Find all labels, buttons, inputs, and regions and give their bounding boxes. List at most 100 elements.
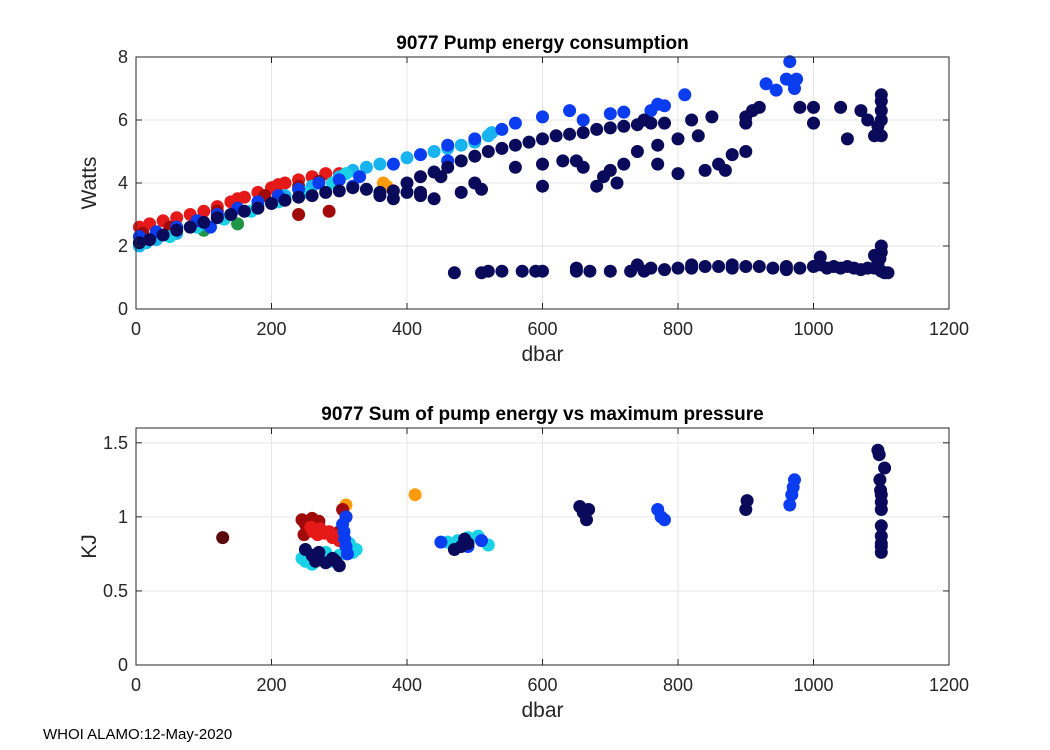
data-point-navy (461, 537, 475, 550)
x-tick-label: 400 (392, 319, 422, 339)
data-point-navy (312, 545, 326, 559)
y-tick-label: 1 (118, 507, 128, 527)
data-point-navy (481, 264, 495, 278)
data-point-blue (563, 104, 577, 118)
data-point-navy (739, 260, 753, 273)
data-point-navy (630, 145, 644, 158)
data-point-navy (536, 179, 549, 193)
data-point-navy (834, 100, 848, 114)
data-point-navy (197, 215, 211, 229)
data-point-navy (725, 261, 739, 275)
y-tick-label: 4 (118, 173, 128, 193)
data-point-navy (373, 189, 387, 203)
data-point-navy (170, 223, 184, 237)
data-point-red (170, 211, 184, 225)
data-point-navy (210, 211, 224, 225)
data-point-navy (874, 519, 888, 533)
data-point-navy (807, 100, 820, 114)
data-point-navy (651, 138, 665, 152)
x-tick-label: 800 (663, 675, 693, 695)
x-tick-label: 1000 (793, 319, 833, 339)
data-point-navy (874, 104, 888, 118)
x-tick-label: 600 (527, 319, 557, 339)
x-tick-label: 600 (527, 675, 557, 695)
data-point-navy (644, 116, 658, 130)
data-point-navy (874, 113, 888, 127)
data-point-blue (340, 547, 354, 561)
data-point-blue (783, 55, 797, 69)
data-point-navy (265, 197, 278, 210)
data-point-navy (630, 258, 644, 272)
data-point-blue (617, 105, 631, 119)
y-tick-label: 0.5 (103, 581, 128, 601)
data-point-navy (292, 190, 306, 204)
data-point-cyan (485, 126, 499, 140)
data-point-navy (698, 163, 712, 177)
data-point-navy (874, 129, 888, 143)
data-point-navy (590, 122, 604, 136)
data-point-navy (671, 167, 685, 181)
data-point-navy (414, 170, 427, 184)
x-axis-label: dbar (521, 343, 563, 366)
data-point-navy (807, 116, 820, 130)
data-point-navy (536, 264, 549, 278)
data-point-navy (536, 132, 549, 146)
y-tick-label: 0 (118, 299, 128, 319)
x-tick-label: 400 (392, 675, 422, 695)
data-point-navy (386, 192, 400, 206)
data-point-cyan (454, 138, 468, 152)
data-point-orange (408, 488, 422, 502)
data-point-navy (434, 170, 448, 184)
y-axis-label: Watts (78, 157, 101, 210)
x-tick-label: 0 (131, 319, 141, 339)
y-tick-label: 6 (118, 110, 128, 130)
x-tick-label: 1200 (929, 675, 969, 695)
data-point-navy (536, 157, 549, 171)
data-point-navy (685, 258, 699, 272)
data-point-navy (580, 513, 593, 527)
data-point-navy (725, 148, 739, 162)
data-point-navy (854, 104, 868, 118)
data-point-navy (582, 503, 596, 516)
data-point-navy (508, 160, 522, 174)
data-point-darkred (292, 208, 306, 221)
data-point-navy (278, 193, 292, 207)
data-point-navy (739, 116, 753, 130)
data-point-navy (454, 185, 468, 199)
data-point-navy (873, 473, 887, 487)
data-point-navy (658, 116, 671, 130)
y-tick-label: 8 (118, 47, 128, 67)
data-point-cyan (400, 151, 414, 165)
data-point-darkred (322, 204, 336, 218)
x-axis-label: dbar (521, 699, 563, 722)
data-point-blue (508, 116, 522, 130)
x-tick-label: 1000 (793, 675, 833, 695)
data-point-navy (576, 160, 590, 174)
chart-title: 9077 Pump energy consumption (396, 33, 688, 54)
data-point-navy (671, 132, 685, 146)
data-point-blue (759, 77, 773, 91)
data-point-navy (576, 126, 590, 140)
chart-title: 9077 Sum of pump energy vs maximum press… (321, 404, 763, 425)
data-point-navy (872, 448, 886, 462)
data-point-navy (305, 189, 319, 203)
data-point-navy (332, 559, 346, 573)
data-point-navy (414, 189, 427, 203)
x-tick-label: 200 (256, 675, 286, 695)
data-point-navy (691, 129, 705, 143)
data-point-navy (874, 239, 888, 253)
data-point-navy (549, 129, 563, 143)
data-point-navy (583, 264, 597, 278)
data-point-navy (651, 157, 665, 171)
data-point-navy (712, 260, 726, 273)
data-point-navy (251, 201, 265, 215)
data-point-navy (237, 204, 251, 218)
data-point-navy (468, 149, 482, 163)
data-point-blue (441, 138, 455, 152)
data-point-cyan (427, 145, 441, 158)
data-point-blue (790, 72, 804, 86)
data-point-navy (143, 233, 157, 247)
data-point-blue (353, 170, 367, 184)
data-point-blue (576, 113, 590, 127)
